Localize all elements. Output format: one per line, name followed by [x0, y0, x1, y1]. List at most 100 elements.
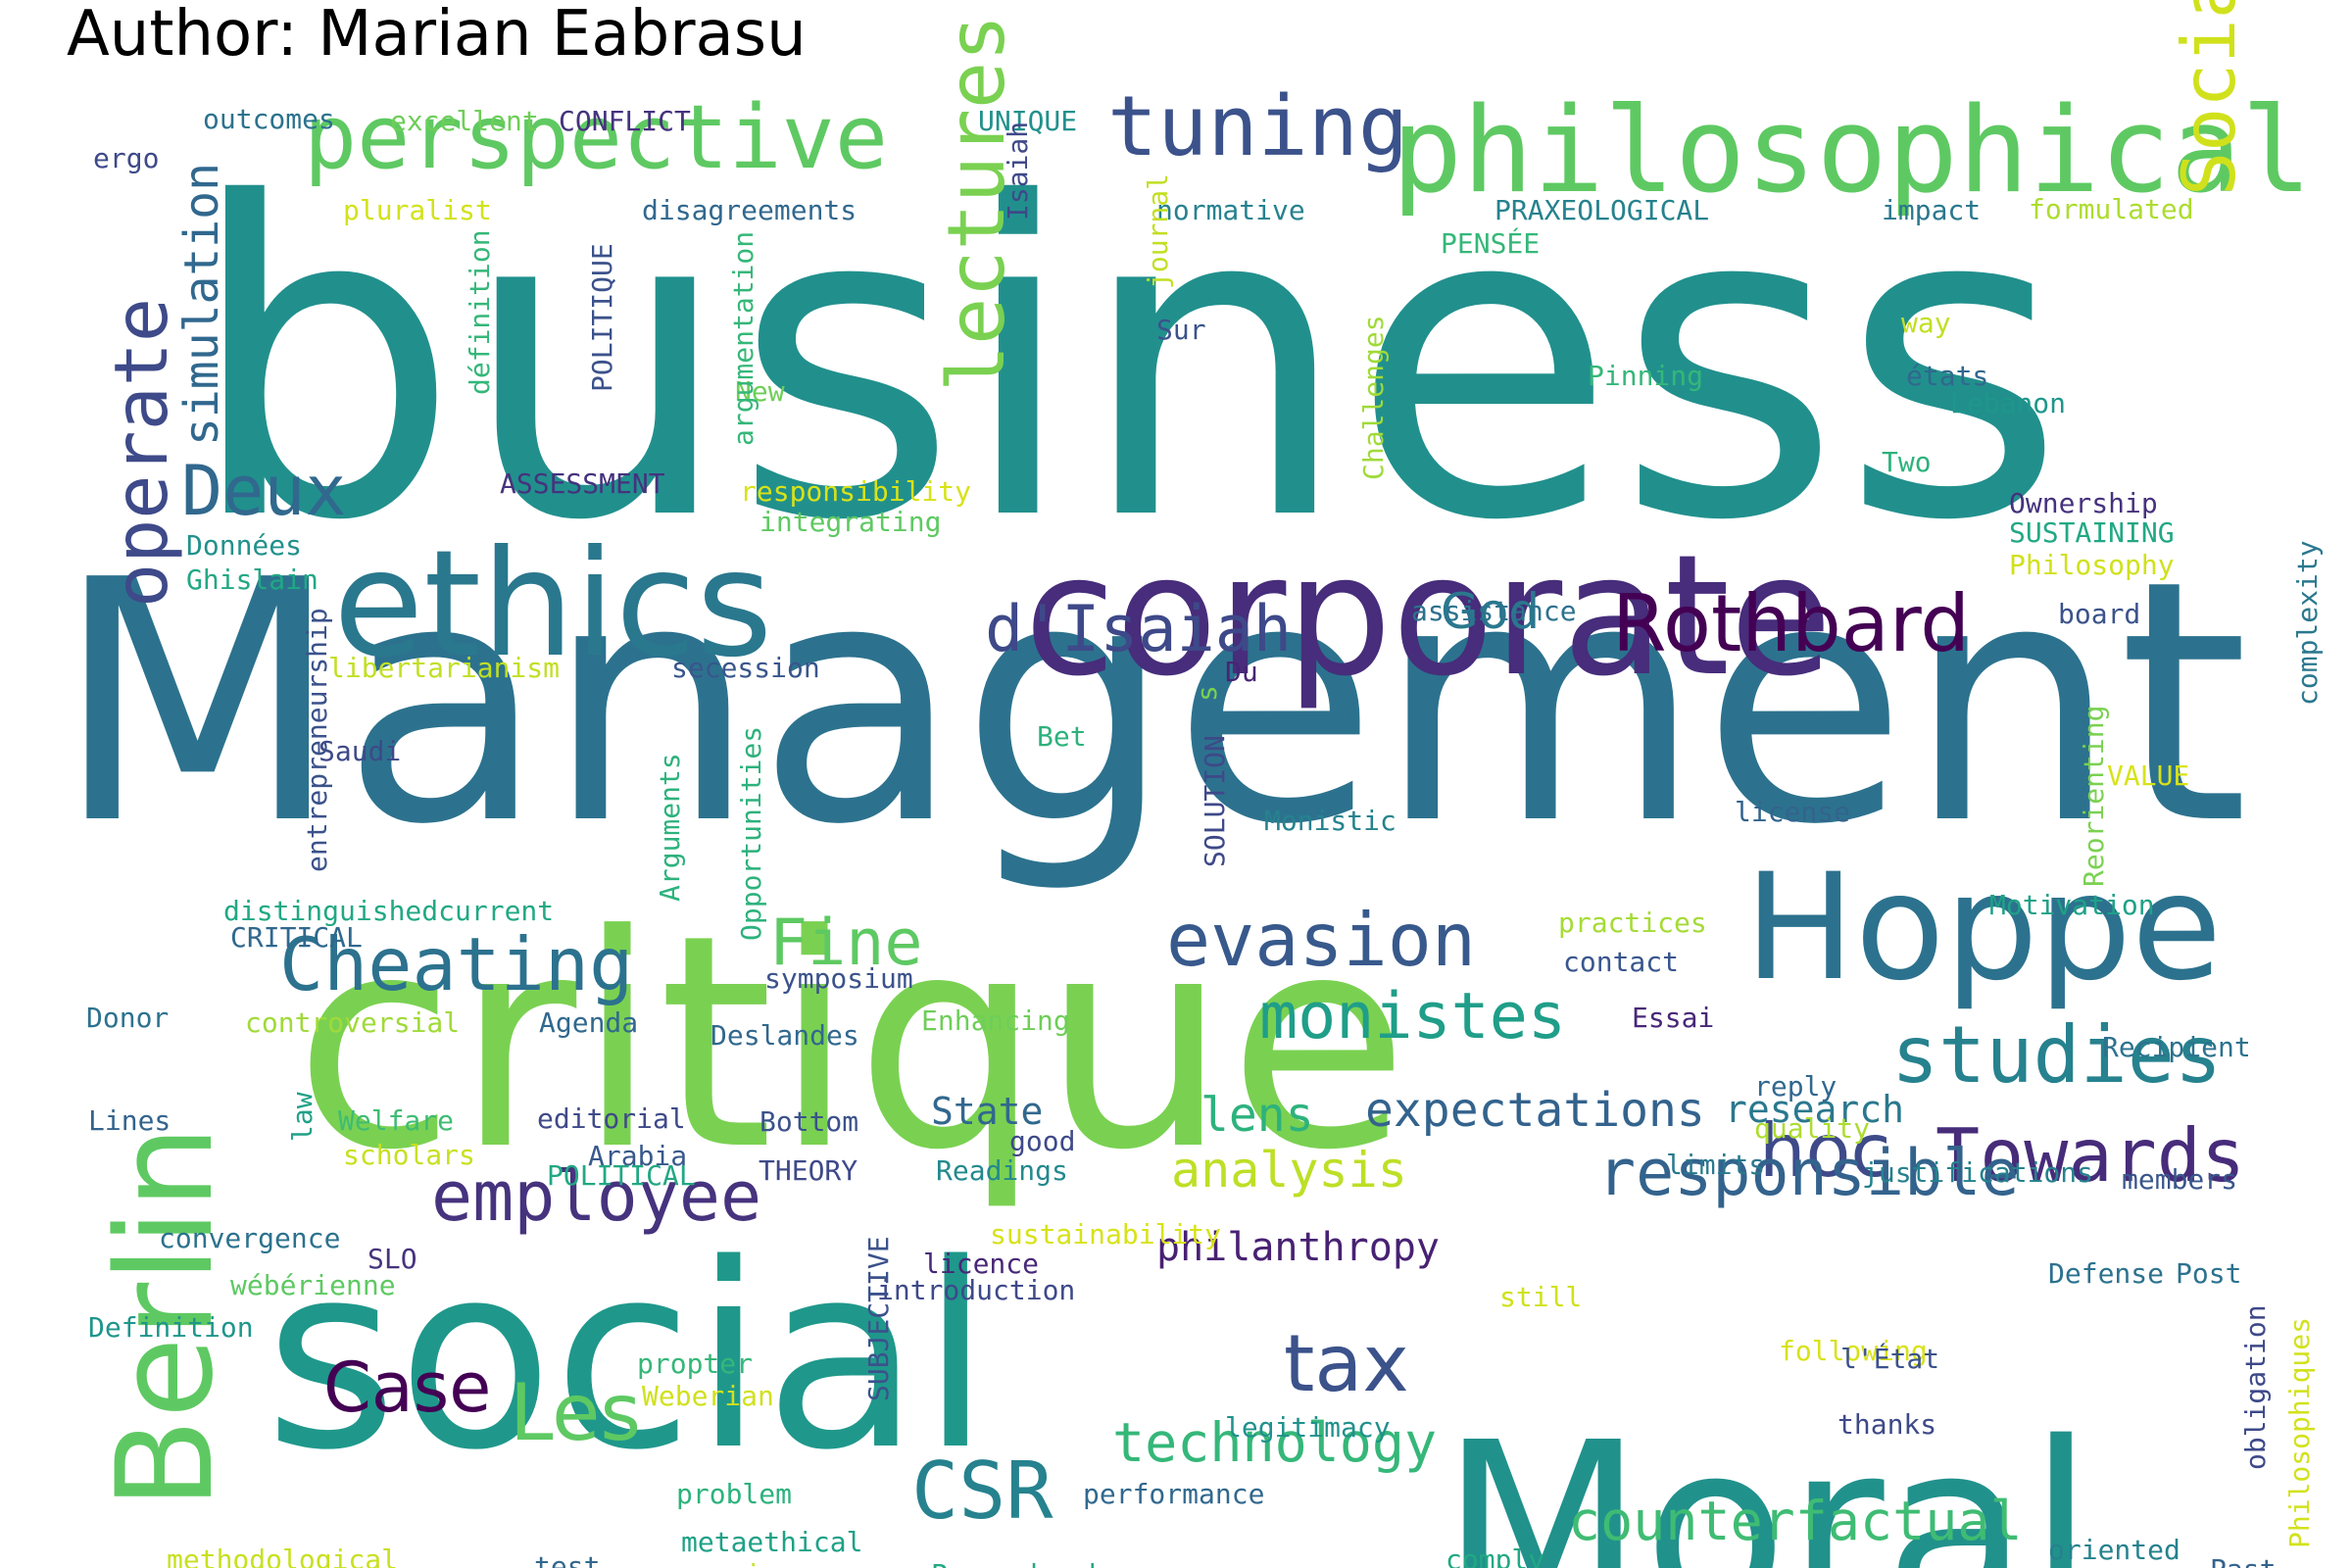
- word-deux-16: Deux: [181, 451, 347, 531]
- word-operate-14: operate: [98, 298, 184, 608]
- word-monistic-76: Monistic: [1264, 805, 1396, 837]
- word-bottom-95: Bottom: [760, 1105, 858, 1138]
- word-donnees-66: Données: [186, 529, 302, 562]
- word-introduction-110: introduction: [877, 1274, 1075, 1306]
- word-bet-74: Bet: [1037, 720, 1087, 753]
- word-d-isaiah-17: d'Isaiah: [985, 593, 1292, 666]
- word-du-72: Du: [1225, 656, 1258, 688]
- word-reply-91: reply: [1754, 1070, 1837, 1102]
- word-hoc-25: hoc: [1759, 1107, 1891, 1194]
- word-motivation-81: Motivation: [1989, 889, 2155, 921]
- word-defense-111: Defense: [2048, 1257, 2164, 1290]
- word-following-116: following: [1779, 1335, 1928, 1367]
- word-limits-103: limits: [1666, 1149, 1765, 1181]
- word-tuning-11: tuning: [1107, 78, 1408, 175]
- word-recipient-90: Recipient: [2102, 1031, 2251, 1063]
- word-assistance-68: assistance: [1411, 595, 1577, 627]
- word-responsible-29: responsible: [1597, 1137, 2019, 1210]
- word-sur-53: Sur: [1156, 314, 1206, 346]
- word-cheating-20: Cheating: [279, 921, 633, 1007]
- word-critical-79: CRITICAL: [230, 921, 363, 954]
- word-challenges-137: Challenges: [1357, 315, 1390, 480]
- word-comply-129: comply: [1446, 1544, 1544, 1568]
- word-past-131: Past: [2210, 1553, 2276, 1568]
- word-assessment-60: ASSESSMENT: [500, 467, 665, 500]
- word-management-1: Management: [54, 510, 2249, 898]
- word-pluralist-46: pluralist: [343, 194, 492, 226]
- word-editorial-94: editorial: [537, 1102, 686, 1135]
- word-political-100: POLITICAL: [547, 1159, 696, 1192]
- word-berlin-9: Berlin: [88, 1125, 242, 1509]
- word-responsibility-61: responsibility: [740, 475, 971, 508]
- word-business-0: business: [186, 113, 2066, 614]
- word-counterfactual-37: counterfactual: [1568, 1490, 2023, 1552]
- word-praxeological-49: PRAXEOLOGICAL: [1494, 194, 1709, 226]
- word-formulated-51: formulated: [2029, 193, 2194, 225]
- word-scholars-98: scholars: [343, 1139, 475, 1171]
- word-agenda-86: Agenda: [539, 1006, 638, 1039]
- word-subjective-142: SUBJECTIVE: [862, 1236, 895, 1401]
- word-corporate-5: corporate: [1024, 519, 1833, 713]
- word-normative-48: normative: [1156, 194, 1305, 226]
- word-lebanon-57: Lebanon: [1950, 387, 2066, 419]
- word-etats-56: états: [1906, 360, 1988, 392]
- word-lectures-12: lectures: [931, 15, 1022, 392]
- word-pinning-55: Pinning: [1588, 360, 1703, 392]
- word-social-3: social: [265, 1210, 991, 1506]
- word-secession-71: secession: [671, 652, 820, 684]
- word-isaiah-132: Isaiah: [1002, 122, 1034, 220]
- word-obligation-147: obligation: [2239, 1304, 2272, 1470]
- word-evasion-22: evasion: [1166, 897, 1476, 983]
- word-outcomes-41: outcomes: [203, 103, 335, 135]
- word-definition-136: définition: [464, 229, 496, 395]
- word-methodological-124: methodological: [167, 1544, 398, 1568]
- word-deslandes-89: Deslandes: [710, 1019, 859, 1052]
- word-metaethical-126: metaethical: [681, 1526, 862, 1558]
- word-sustainability-107: sustainability: [990, 1218, 1221, 1250]
- word-oriented-130: oriented: [2048, 1534, 2180, 1566]
- word-technology-36: technology: [1112, 1411, 1437, 1474]
- word-conflict-43: CONFLICT: [559, 105, 691, 137]
- word-justifications-104: justifications: [1862, 1156, 2093, 1189]
- word-socially-13: Socially: [2166, 0, 2252, 196]
- word-critique-2: critique: [294, 872, 1409, 1214]
- word-board-69: board: [2058, 598, 2140, 630]
- word-tax-32: tax: [1284, 1318, 1409, 1409]
- word-problem-122: problem: [676, 1478, 792, 1510]
- word-libertarianism-70: libertarianism: [328, 652, 560, 684]
- word-philosophical-6: philosophical: [1392, 83, 2312, 220]
- word-sustaining-64: SUSTAINING: [2009, 516, 2175, 549]
- word-lens-30: lens: [1200, 1088, 1314, 1143]
- word-philosophy-65: Philosophy: [2009, 549, 2175, 581]
- word-research-39: research: [1725, 1088, 1904, 1131]
- word-unique-44: UNIQUE: [978, 105, 1077, 137]
- word-enhancing-87: Enhancing: [921, 1004, 1070, 1037]
- word-disagreements-47: disagreements: [642, 194, 857, 226]
- word-pensee-52: PENSÉE: [1441, 226, 1540, 260]
- word-test-125: test: [534, 1550, 600, 1568]
- word-s-144: s: [1191, 685, 1223, 702]
- word-thanks-121: thanks: [1838, 1408, 1936, 1441]
- word-propter-118: propter: [637, 1348, 753, 1380]
- word-arguments-139: Arguments: [654, 753, 686, 902]
- word-licence-109: licence: [923, 1248, 1039, 1280]
- word-philosophiques-148: Philosophiques: [2283, 1317, 2316, 1548]
- word-readings-102: Readings: [936, 1154, 1068, 1187]
- word-arabia-99: Arabia: [588, 1140, 687, 1172]
- word-good-96: good: [1009, 1125, 1075, 1157]
- word-case-33: Case: [323, 1348, 491, 1428]
- word-impact-50: impact: [1882, 194, 1981, 226]
- word-post-112: Post: [2176, 1257, 2241, 1290]
- word-legitimacy-120: legitimacy: [1225, 1411, 1391, 1444]
- word-weberian-119: Weberian: [642, 1380, 774, 1412]
- word-license-77: license: [1735, 796, 1850, 828]
- word-les-34: Les: [510, 1367, 641, 1458]
- word-new-58: New: [735, 375, 785, 408]
- word-personhood-128: Personhood: [931, 1558, 1097, 1568]
- word-ownership-63: Ownership: [2009, 487, 2158, 519]
- word-theory-101: THEORY: [759, 1154, 858, 1187]
- word-monistes-23: monistes: [1259, 980, 1566, 1054]
- word-rothbard-18: Rothbard: [1612, 578, 1970, 669]
- word-ghislain-67: Ghislain: [186, 564, 318, 596]
